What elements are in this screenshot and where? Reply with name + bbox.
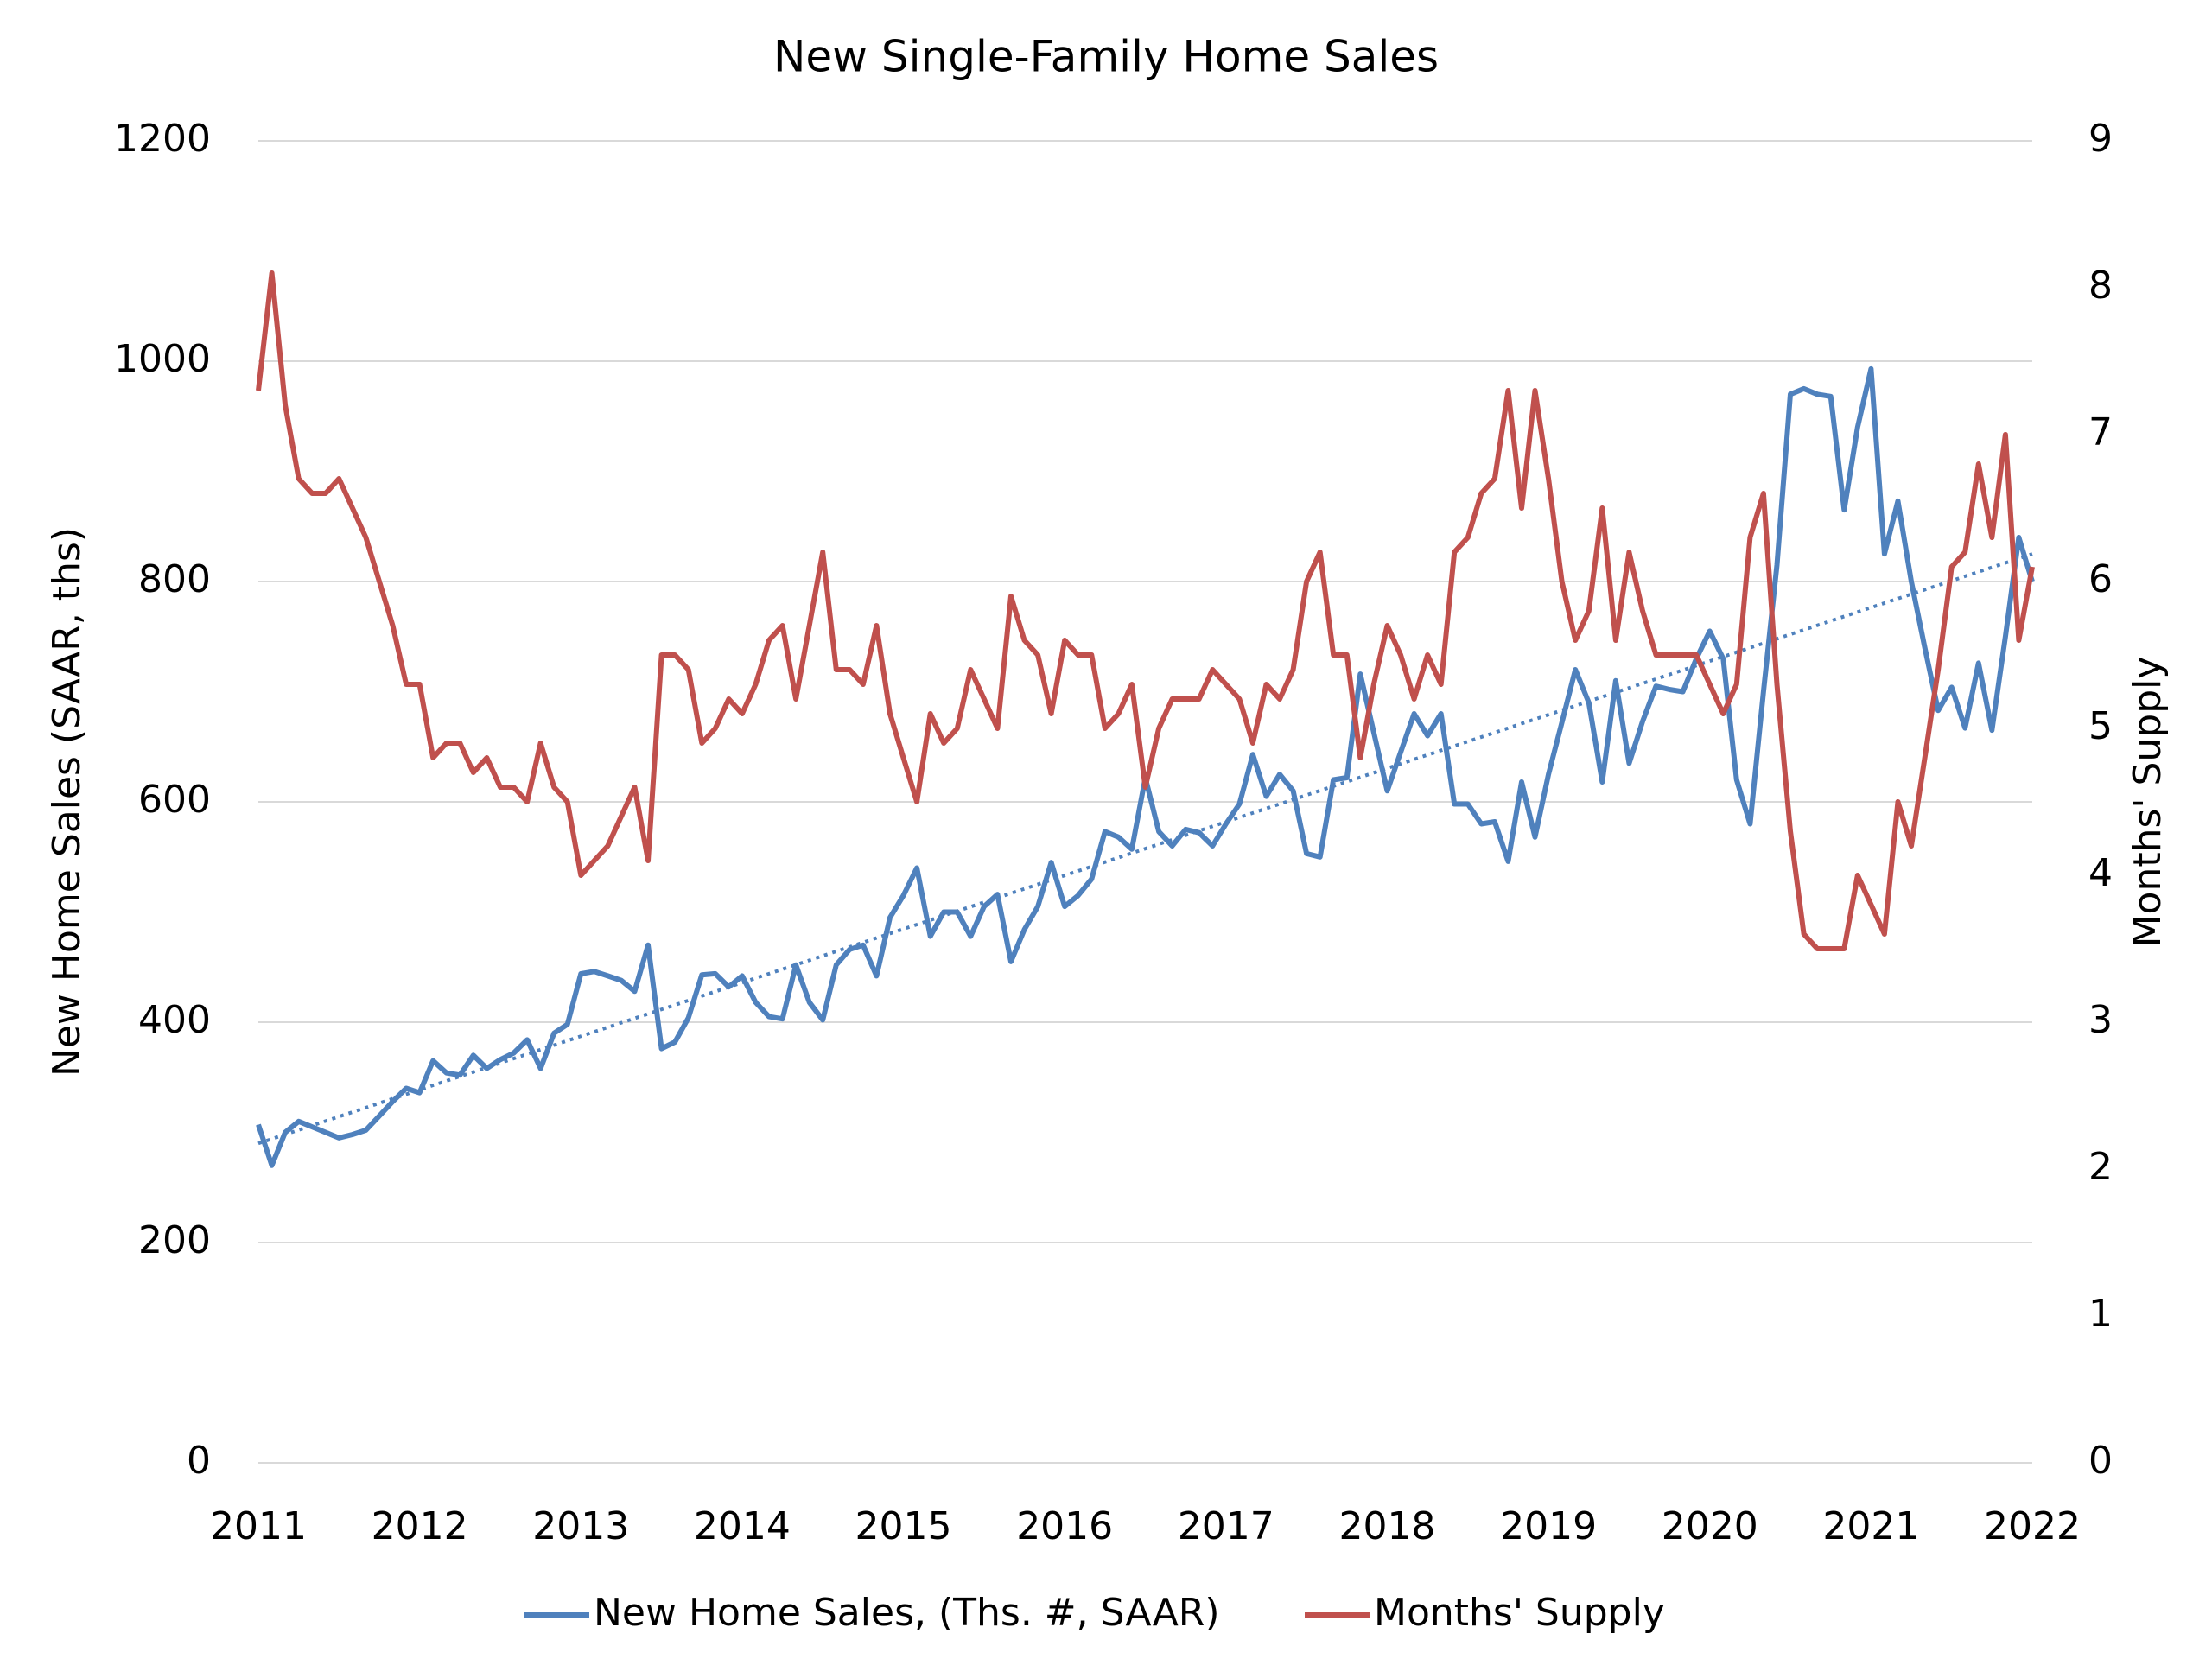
series-line (256, 270, 2035, 951)
y-tick-label: 1000 (114, 337, 211, 381)
x-tick-label: 2021 (1822, 1504, 1919, 1548)
x-tick-label: 2011 (210, 1504, 307, 1548)
x-tick-label: 2012 (372, 1504, 468, 1548)
y2-tick-label: 0 (2088, 1439, 2113, 1483)
y-tick-label: 800 (138, 557, 211, 601)
x-tick-label: 2015 (855, 1504, 952, 1548)
y2-tick-label: 7 (2088, 410, 2113, 454)
y2-axis-title: Months' Supply (2126, 657, 2170, 948)
y2-tick-label: 5 (2088, 704, 2113, 748)
y2-tick-label: 8 (2088, 264, 2113, 308)
chart-title: New Single-Family Home Sales (773, 32, 1439, 82)
x-tick-label: 2022 (1984, 1504, 2081, 1548)
y-tick-label: 600 (138, 778, 211, 822)
y-axis-title: New Home Sales (SAAR, ths) (45, 527, 89, 1077)
x-tick-label: 2014 (694, 1504, 791, 1548)
legend-label: New Home Sales, (Ths. #, SAAR) (594, 1591, 1220, 1635)
x-tick-label: 2019 (1500, 1504, 1597, 1548)
x-tick-label: 2020 (1662, 1504, 1758, 1548)
legend-label: Months' Supply (1374, 1591, 1665, 1635)
y-tick-label: 200 (138, 1218, 211, 1262)
x-tick-label: 2016 (1016, 1504, 1113, 1548)
y2-tick-label: 9 (2088, 117, 2113, 161)
x-tick-label: 2017 (1178, 1504, 1274, 1548)
y-tick-label: 1200 (114, 117, 211, 161)
y-tick-label: 400 (138, 998, 211, 1042)
x-tick-label: 2013 (532, 1504, 629, 1548)
y2-tick-label: 6 (2088, 557, 2113, 601)
y2-tick-label: 2 (2088, 1145, 2113, 1189)
y2-tick-label: 1 (2088, 1292, 2113, 1336)
y-tick-label: 0 (187, 1439, 211, 1483)
y2-tick-label: 4 (2088, 851, 2113, 895)
trendline (257, 552, 2033, 1146)
y2-tick-label: 3 (2088, 998, 2113, 1042)
x-tick-label: 2018 (1338, 1504, 1435, 1548)
